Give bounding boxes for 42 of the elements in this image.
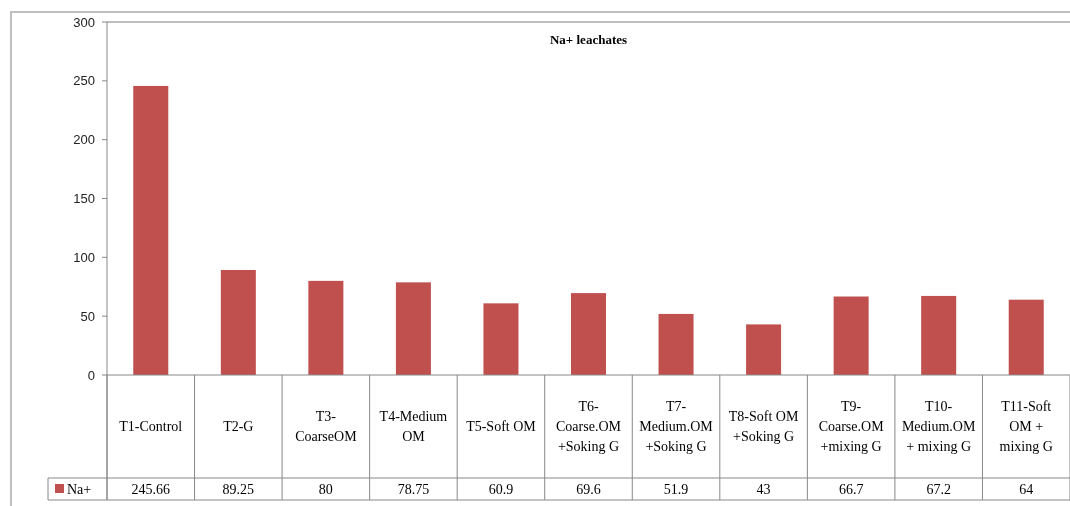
bar [746,324,782,375]
data-label: 78.75 [397,482,430,497]
text: Na+ leachates [549,32,628,47]
y-tick-label: 100 [73,249,95,265]
x-tick-label: T6-Coarse.OM +Soking G [556,398,622,454]
x-tick-label: T5-Soft OM [466,418,537,434]
x-tick-label: T2-G [223,418,254,434]
data-label: 60.9 [488,482,514,497]
data-label: 66.7 [838,482,864,497]
bar [570,293,607,375]
data-label: 67.2 [926,482,951,497]
bar [133,85,169,375]
y-tick-label: 50 [80,308,95,324]
data-label: 69.6 [576,482,601,497]
data-label: 64 [1019,482,1034,497]
data-label: 89.25 [222,482,255,497]
x-tick-label: T7-Medium.OM +Soking G [639,398,714,454]
x-tick-label: T8-Soft OM +Soking G [728,408,799,444]
bar [833,296,869,375]
y-tick-label: 150 [73,191,95,207]
data-label: 245.66 [131,482,171,497]
x-tick-label: T11-Soft OM + mixing G [999,398,1053,454]
bar [395,282,431,375]
x-tick-label: T9-Coarse.OM +mixing G [818,398,885,454]
x-tick-label: T1-Control [119,418,183,434]
data-label: 80 [318,482,333,497]
y-tick-label: 250 [73,73,95,89]
legend-label: Na+ [67,482,92,497]
y-tick-label: 300 [73,14,95,30]
data-label: 43 [756,482,771,497]
bar [308,280,344,375]
y-tick-label: 200 [73,132,95,148]
data-label: 51.9 [663,482,689,497]
x-tick-label: T3-CoarseOM [295,408,358,444]
x-tick-label: T10-Medium.OM + mixing G [901,398,976,454]
y-tick-label: 0 [87,367,95,383]
bar [1008,299,1044,375]
x-tick-label: T4-Medium OM [379,408,448,444]
bar [483,303,519,375]
bar [658,313,694,375]
bar [921,295,957,375]
bar [220,269,256,375]
